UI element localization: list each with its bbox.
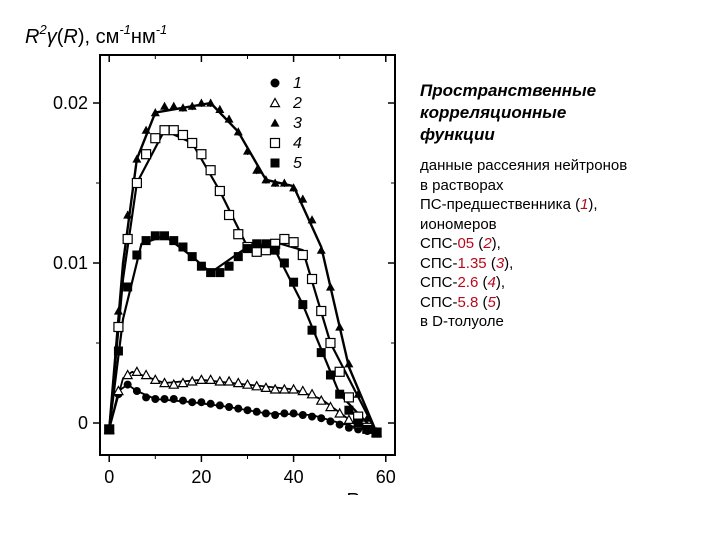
body-text: ПС-предшественника ( xyxy=(420,196,580,213)
svg-text:5: 5 xyxy=(293,155,302,172)
body-text: СПС- xyxy=(420,274,457,291)
svg-text:R, нм: R, нм xyxy=(345,490,395,495)
body-line: в D-толуоле xyxy=(420,313,504,330)
series-ref: 4 xyxy=(487,274,495,291)
body-text: ) xyxy=(496,294,501,311)
body-text: ), xyxy=(504,255,513,272)
body-line: данные рассеяния нейтронов xyxy=(420,157,627,174)
body-text: ), xyxy=(496,274,505,291)
title-line: функции xyxy=(420,125,495,144)
body-text: ( xyxy=(474,235,483,252)
description-panel: Пространственные корреляционные функции … xyxy=(420,80,710,332)
description-body: данные рассеяния нейтронов в растворах П… xyxy=(420,156,710,332)
svg-text:4: 4 xyxy=(293,135,302,152)
body-text: ), xyxy=(588,196,597,213)
svg-text:1: 1 xyxy=(293,75,302,92)
sample-num: 2.6 xyxy=(457,274,478,291)
body-text: СПС- xyxy=(420,294,457,311)
svg-text:R2γ(R), см-1нм-1: R2γ(R), см-1нм-1 xyxy=(25,22,167,48)
body-text: ), xyxy=(492,235,501,252)
chart-container: 0 20 40 60 0 0.01 0.02 R2γ(R), см-1нм-1 R, нм 1 2 3… xyxy=(15,15,415,500)
svg-text:0.02: 0.02 xyxy=(53,93,88,113)
series-ref: 2 xyxy=(483,235,491,252)
svg-text:40: 40 xyxy=(284,467,304,487)
correlation-chart: 0 20 40 60 0 0.01 0.02 R2γ(R), см-1нм-1 R, нм 1 2 3… xyxy=(15,15,415,495)
sample-num: 1.35 xyxy=(457,255,486,272)
series-ref: 5 xyxy=(487,294,495,311)
svg-text:2: 2 xyxy=(292,95,302,112)
body-line: в растворах xyxy=(420,177,504,194)
svg-text:0.01: 0.01 xyxy=(53,253,88,273)
svg-text:60: 60 xyxy=(376,467,396,487)
svg-text:0: 0 xyxy=(104,467,114,487)
svg-text:20: 20 xyxy=(191,467,211,487)
sample-num: 05 xyxy=(457,235,474,252)
svg-text:0: 0 xyxy=(78,413,88,433)
title-line: Пространственные xyxy=(420,81,596,100)
body-text: ( xyxy=(487,255,496,272)
svg-text:3: 3 xyxy=(293,115,302,132)
body-line: иономеров xyxy=(420,216,497,233)
series-ref: 3 xyxy=(496,255,504,272)
description-title: Пространственные корреляционные функции xyxy=(420,80,710,146)
sample-num: 5.8 xyxy=(457,294,478,311)
body-text: СПС- xyxy=(420,255,457,272)
title-line: корреляционные xyxy=(420,103,566,122)
body-text: СПС- xyxy=(420,235,457,252)
